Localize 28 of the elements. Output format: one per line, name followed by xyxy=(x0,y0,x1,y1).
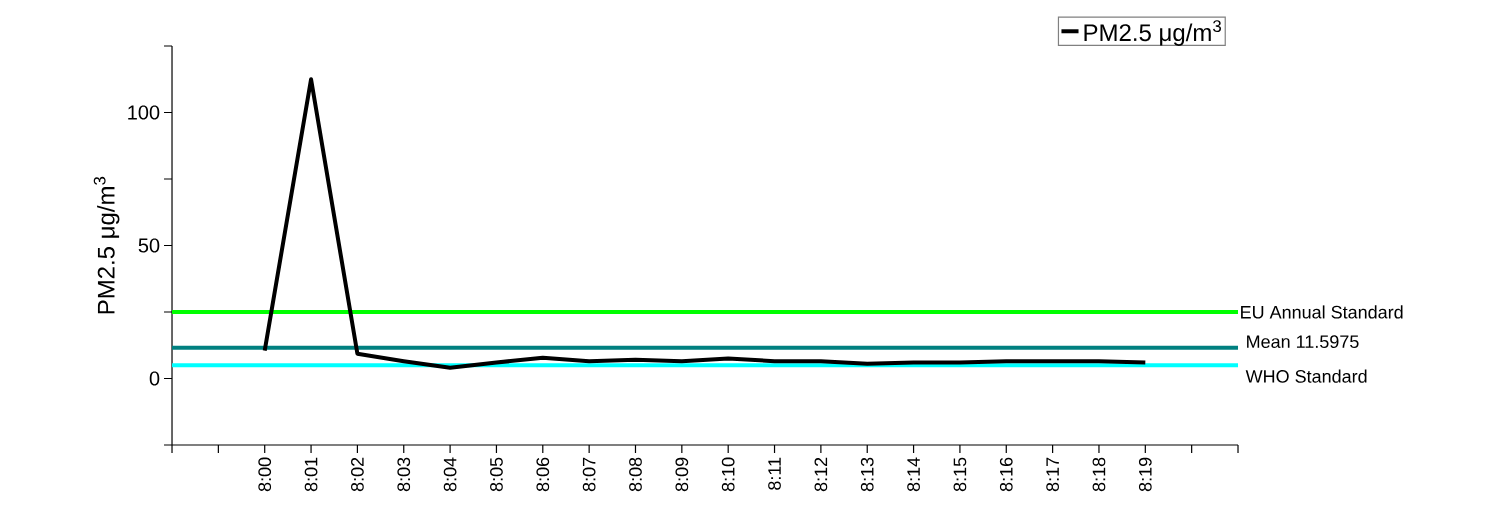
x-tick-label: 8:12 xyxy=(814,457,828,492)
x-tick-label: 8:07 xyxy=(582,457,596,492)
y-tick-label: 0 xyxy=(149,371,160,386)
x-tick-label: 8:01 xyxy=(304,457,318,492)
x-tick-label: 8:16 xyxy=(999,457,1013,492)
x-tick-label: 8:09 xyxy=(675,457,689,492)
x-tick-label: 8:03 xyxy=(397,457,411,492)
x-tick-label: 8:17 xyxy=(1046,457,1059,492)
x-tick-label: 8:18 xyxy=(1092,457,1106,492)
y-tick-label: 50 xyxy=(138,238,160,253)
legend-label: PM2.5 μg/m$^{3}$ xyxy=(1084,20,1221,46)
x-tick-label: 8:06 xyxy=(536,457,550,492)
x-tick-label: 8:05 xyxy=(490,457,503,492)
ref-line-label: WHO Standard xyxy=(1245,369,1367,383)
x-tick-label: 8:19 xyxy=(1138,457,1152,492)
ref-line-label: EU Annual Standard xyxy=(1241,305,1403,319)
x-tick-label: 8:14 xyxy=(907,457,920,492)
x-tick-label: 8:13 xyxy=(860,457,874,492)
x-tick-label: 8:02 xyxy=(351,457,364,492)
x-tick-label: 8:08 xyxy=(629,457,642,492)
y-tick-label: 100 xyxy=(128,105,160,120)
x-tick-label: 8:04 xyxy=(443,457,457,492)
y-axis-title: PM2.5 μg/m$^{3}$ xyxy=(93,176,120,314)
x-tick-label: 8:15 xyxy=(953,457,967,492)
ref-line-label: Mean 11.5975 xyxy=(1247,335,1359,349)
x-tick-label: 8:11 xyxy=(768,457,781,490)
x-tick-label: 8:00 xyxy=(258,457,272,492)
x-tick-label: 8:10 xyxy=(721,457,735,492)
